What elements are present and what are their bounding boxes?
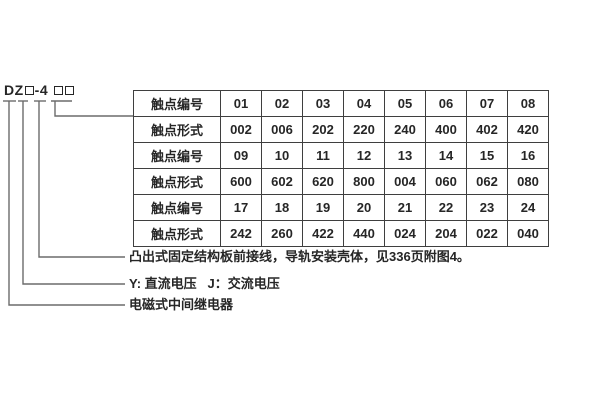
code-cell: 080 — [507, 168, 549, 195]
code-table-body: 触点编号 01 02 03 04 05 06 07 08 触点形式 002 006 202 220 240 4… — [133, 90, 549, 247]
table-row: 触点编号 01 02 03 04 05 06 07 08 — [133, 90, 549, 117]
code-cell: 02 — [261, 90, 303, 117]
code-cell: 022 — [466, 220, 508, 247]
contact-code-table: 触点编号 01 02 03 04 05 06 07 08 触点形式 002 006 202 220 240 4… — [133, 90, 549, 247]
row-label: 触点编号 — [133, 194, 221, 221]
row-label: 触点编号 — [133, 90, 221, 117]
code-cell: 05 — [384, 90, 426, 117]
table-row: 触点形式 242 260 422 440 024 204 022 040 — [133, 220, 549, 247]
model-placeholder-box-1 — [24, 85, 34, 95]
leader-line-structure — [38, 101, 125, 258]
code-cell: 422 — [302, 220, 344, 247]
code-cell: 040 — [507, 220, 549, 247]
annotation-device: 电磁式中间继电器 — [129, 297, 234, 312]
model-placeholder-box-3 — [65, 85, 75, 95]
code-cell: 242 — [220, 220, 262, 247]
leader-line-table — [54, 101, 133, 117]
code-cell: 002 — [220, 116, 262, 143]
code-cell: 10 — [261, 142, 303, 169]
code-cell: 060 — [425, 168, 467, 195]
code-cell: 04 — [343, 90, 385, 117]
row-label: 触点形式 — [133, 220, 221, 247]
code-cell: 14 — [425, 142, 467, 169]
table-row: 触点形式 002 006 202 220 240 400 402 420 — [133, 116, 549, 143]
code-cell: 440 — [343, 220, 385, 247]
code-cell: 11 — [302, 142, 344, 169]
code-cell: 03 — [302, 90, 344, 117]
code-cell: 01 — [220, 90, 262, 117]
model-designation: DZ -4 — [4, 82, 75, 98]
leader-line-device — [8, 101, 125, 306]
code-cell: 402 — [466, 116, 508, 143]
code-cell: 07 — [466, 90, 508, 117]
code-cell: 21 — [384, 194, 426, 221]
code-cell: 006 — [261, 116, 303, 143]
code-cell: 024 — [384, 220, 426, 247]
code-cell: 22 — [425, 194, 467, 221]
model-prefix: DZ — [4, 82, 24, 98]
model-placeholder-box-2 — [54, 85, 64, 95]
table-row: 触点编号 17 18 19 20 21 22 23 24 — [133, 194, 549, 221]
code-cell: 220 — [343, 116, 385, 143]
annotation-voltage: Y: 直流电压 J：交流电压 — [129, 276, 280, 291]
row-label: 触点形式 — [133, 168, 221, 195]
code-cell: 600 — [220, 168, 262, 195]
code-cell: 800 — [343, 168, 385, 195]
table-row: 触点编号 09 10 11 12 13 14 15 16 — [133, 142, 549, 169]
code-cell: 18 — [261, 194, 303, 221]
code-cell: 08 — [507, 90, 549, 117]
code-cell: 004 — [384, 168, 426, 195]
model-series: -4 — [34, 82, 49, 98]
code-cell: 06 — [425, 90, 467, 117]
code-cell: 620 — [302, 168, 344, 195]
code-cell: 062 — [466, 168, 508, 195]
code-cell: 204 — [425, 220, 467, 247]
annotation-structure: 凸出式固定结构板前接线，导轨安装壳体，见336页附图4。 — [129, 249, 470, 264]
code-cell: 420 — [507, 116, 549, 143]
code-cell: 09 — [220, 142, 262, 169]
code-cell: 400 — [425, 116, 467, 143]
code-cell: 16 — [507, 142, 549, 169]
code-cell: 15 — [466, 142, 508, 169]
code-cell: 17 — [220, 194, 262, 221]
row-label: 触点形式 — [133, 116, 221, 143]
code-cell: 260 — [261, 220, 303, 247]
code-cell: 240 — [384, 116, 426, 143]
code-cell: 24 — [507, 194, 549, 221]
code-cell: 12 — [343, 142, 385, 169]
row-label: 触点编号 — [133, 142, 221, 169]
code-cell: 19 — [302, 194, 344, 221]
code-cell: 202 — [302, 116, 344, 143]
code-cell: 602 — [261, 168, 303, 195]
table-row: 触点形式 600 602 620 800 004 060 062 080 — [133, 168, 549, 195]
code-cell: 20 — [343, 194, 385, 221]
code-cell: 13 — [384, 142, 426, 169]
code-cell: 23 — [466, 194, 508, 221]
leader-line-voltage — [22, 101, 125, 285]
